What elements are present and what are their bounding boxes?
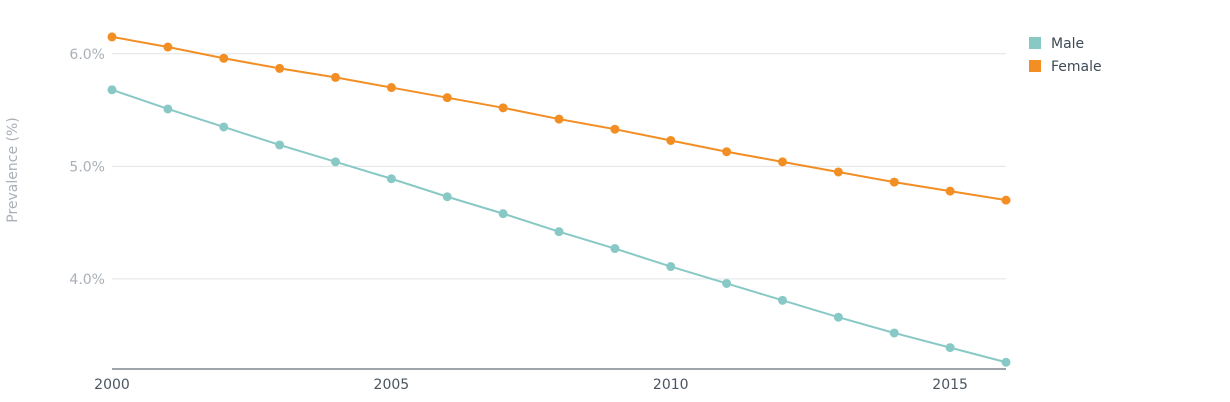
legend-item-male[interactable]: Male [1029, 36, 1084, 52]
legend-label: Male [1051, 36, 1084, 52]
data-point-female[interactable] [442, 93, 452, 103]
series-female [107, 32, 1011, 205]
data-point-female[interactable] [219, 53, 229, 63]
series-male [107, 85, 1011, 367]
x-tick-label: 2015 [932, 377, 968, 393]
series-layer [107, 32, 1011, 367]
y-tick-label: 4.0% [69, 272, 105, 288]
data-point-female[interactable] [386, 83, 396, 93]
grid-lines [112, 53, 1006, 280]
data-point-male[interactable] [331, 157, 340, 167]
data-point-female[interactable] [275, 63, 285, 73]
data-point-female[interactable] [722, 147, 732, 157]
data-point-female[interactable] [889, 177, 899, 187]
data-point-female[interactable] [554, 114, 564, 124]
data-point-female[interactable] [163, 42, 173, 52]
data-point-male[interactable] [889, 328, 899, 338]
y-axis-title: Prevalence (%) [5, 117, 21, 223]
legend-swatch [1029, 37, 1041, 49]
legend-label: Female [1051, 59, 1102, 75]
legend-swatch [1029, 60, 1041, 72]
data-point-female[interactable] [1001, 195, 1011, 205]
data-point-male[interactable] [722, 278, 732, 288]
data-point-male[interactable] [778, 295, 787, 305]
x-tick-label: 2005 [374, 377, 410, 393]
data-point-male[interactable] [945, 343, 955, 353]
data-point-female[interactable] [331, 72, 340, 82]
data-point-male[interactable] [163, 104, 173, 114]
y-axis-ticks: 4.0% 5.0% 6.0% [69, 47, 105, 288]
data-point-female[interactable] [945, 186, 955, 196]
data-point-female[interactable] [666, 135, 676, 145]
data-point-male[interactable] [554, 227, 564, 237]
data-point-female[interactable] [107, 32, 117, 42]
data-point-male[interactable] [442, 192, 452, 202]
data-point-male[interactable] [107, 85, 117, 95]
y-tick-label: 5.0% [69, 159, 105, 175]
data-point-male[interactable] [1001, 357, 1011, 367]
data-point-male[interactable] [833, 312, 843, 322]
series-line-male [111, 88, 1007, 364]
y-tick-label: 6.0% [69, 47, 105, 63]
legend: Male Female [1029, 36, 1102, 75]
data-point-male[interactable] [386, 174, 396, 184]
data-point-male[interactable] [610, 244, 620, 254]
legend-item-female[interactable]: Female [1029, 59, 1102, 75]
data-point-male[interactable] [275, 140, 285, 150]
data-point-male[interactable] [666, 262, 676, 272]
x-axis-ticks: 2000 2005 2010 2015 [94, 377, 968, 393]
data-point-female[interactable] [833, 167, 843, 177]
data-point-male[interactable] [219, 122, 229, 132]
data-point-female[interactable] [610, 124, 620, 134]
data-point-female[interactable] [778, 157, 787, 167]
x-tick-label: 2010 [653, 377, 689, 393]
x-tick-label: 2000 [94, 377, 130, 393]
data-point-female[interactable] [498, 103, 508, 113]
data-point-male[interactable] [498, 209, 508, 219]
